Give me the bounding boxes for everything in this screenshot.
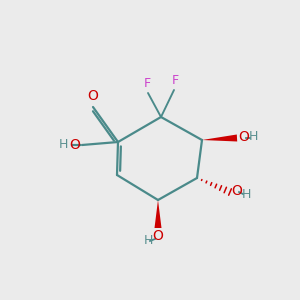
Text: H: H <box>242 188 251 202</box>
Polygon shape <box>154 200 161 228</box>
Text: O: O <box>231 184 242 198</box>
Text: H: H <box>144 235 153 248</box>
Text: O: O <box>238 130 249 144</box>
Text: F: F <box>171 74 178 87</box>
Polygon shape <box>202 134 237 142</box>
Text: F: F <box>143 77 151 90</box>
Text: O: O <box>153 229 164 243</box>
Text: H: H <box>58 137 68 151</box>
Text: O: O <box>88 89 98 103</box>
Text: H: H <box>249 130 258 143</box>
Text: O: O <box>69 138 80 152</box>
